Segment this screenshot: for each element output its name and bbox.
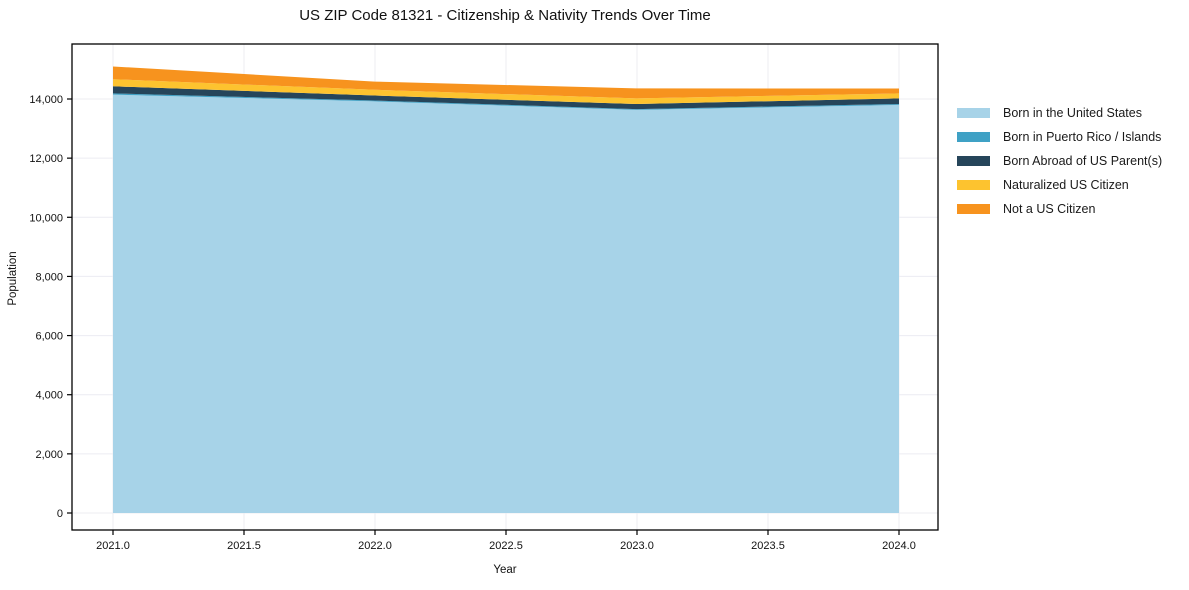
x-axis-title: Year bbox=[493, 564, 516, 576]
area-series-3 bbox=[113, 86, 899, 110]
x-tick-label: 2023.0 bbox=[620, 540, 654, 552]
y-tick-label: 10,000 bbox=[29, 212, 63, 224]
y-tick-label: 12,000 bbox=[29, 153, 63, 165]
x-tick-label: 2024.0 bbox=[882, 540, 916, 552]
area-series-5 bbox=[113, 66, 899, 99]
x-tick-label: 2021.0 bbox=[96, 540, 130, 552]
y-tick-label: 4,000 bbox=[35, 390, 63, 402]
x-tick-label: 2022.5 bbox=[489, 540, 523, 552]
y-tick-label: 8,000 bbox=[35, 271, 63, 283]
plot-border bbox=[71, 43, 939, 531]
legend-swatch-icon bbox=[957, 108, 990, 118]
area-series-4 bbox=[113, 79, 899, 104]
legend-item: Born in the United States bbox=[957, 101, 1162, 125]
y-tick-label: 6,000 bbox=[35, 331, 63, 343]
legend: Born in the United States Born in Puerto … bbox=[957, 101, 1162, 221]
legend-label: Born Abroad of US Parent(s) bbox=[1003, 154, 1163, 168]
y-axis-title: Population bbox=[7, 251, 19, 305]
legend-swatch-icon bbox=[957, 156, 990, 166]
legend-item: Born Abroad of US Parent(s) bbox=[957, 149, 1162, 173]
legend-item: Not a US Citizen bbox=[957, 197, 1162, 221]
y-tick-label: 2,000 bbox=[35, 449, 63, 461]
legend-item: Born in Puerto Rico / Islands bbox=[957, 125, 1162, 149]
chart-title: US ZIP Code 81321 - Citizenship & Nativi… bbox=[299, 7, 711, 24]
legend-label: Born in the United States bbox=[1003, 106, 1142, 120]
legend-label: Naturalized US Citizen bbox=[1003, 178, 1129, 192]
y-tick-label: 14,000 bbox=[29, 94, 63, 106]
legend-label: Born in Puerto Rico / Islands bbox=[1003, 130, 1162, 144]
x-tick-label: 2023.5 bbox=[751, 540, 785, 552]
legend-swatch-icon bbox=[957, 204, 990, 214]
legend-swatch-icon bbox=[957, 180, 990, 190]
x-tick-label: 2021.5 bbox=[227, 540, 261, 552]
y-tick-label: 0 bbox=[57, 508, 63, 520]
legend-item: Naturalized US Citizen bbox=[957, 173, 1162, 197]
area-series-1 bbox=[113, 94, 899, 513]
legend-label: Not a US Citizen bbox=[1003, 202, 1096, 216]
legend-swatch-icon bbox=[957, 132, 990, 142]
x-tick-label: 2022.0 bbox=[358, 540, 392, 552]
